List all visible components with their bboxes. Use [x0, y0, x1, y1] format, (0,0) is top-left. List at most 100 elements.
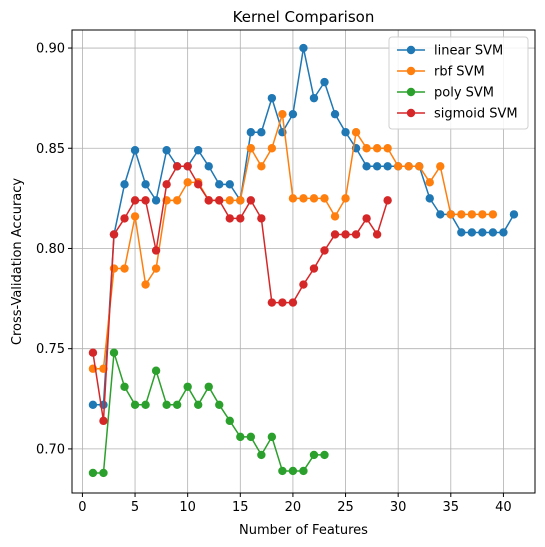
data-point-linear-svm [257, 128, 266, 137]
data-point-sigmoid-svm [120, 214, 129, 223]
data-point-poly-svm [204, 382, 213, 391]
axis-ticks: 0 5 10 15 20 25 30 35 40 0.70 0.75 0.80 0.85 0.90 [36, 42, 512, 515]
data-point-poly-svm [88, 468, 98, 478]
data-point-rbf-svm [362, 144, 371, 153]
series-rbf-svm [88, 109, 498, 373]
legend-label: linear SVM [434, 44, 503, 59]
legend-label: poly SVM [434, 86, 494, 101]
data-point-sigmoid-svm [278, 298, 287, 307]
data-point-linear-svm [151, 196, 161, 205]
data-point-linear-svm [288, 109, 298, 119]
data-point-poly-svm [162, 400, 171, 410]
legend-item-poly-svm: poly SVM [397, 86, 494, 101]
data-point-linear-svm [509, 210, 519, 219]
x-tick-label: 0 [78, 500, 86, 515]
x-axis-title: Number of Features [239, 523, 368, 538]
data-point-rbf-svm [267, 144, 277, 153]
series-layer [88, 43, 519, 478]
legend: linear SVM rbf SVM poly SVM sigmoid SVM [388, 36, 529, 130]
data-point-linear-svm [320, 77, 329, 87]
data-point-sigmoid-svm [330, 230, 340, 239]
x-tick-label: 35 [443, 500, 460, 515]
data-point-poly-svm [151, 366, 161, 375]
data-point-rbf-svm [288, 194, 298, 203]
data-point-sigmoid-svm [236, 214, 245, 223]
data-point-linear-svm [309, 93, 319, 103]
x-tick-label: 30 [390, 500, 407, 515]
y-tick-label: 0.90 [36, 42, 65, 57]
data-point-rbf-svm [457, 210, 466, 219]
data-point-rbf-svm [257, 162, 266, 171]
data-point-linear-svm [193, 146, 203, 155]
data-point-poly-svm [288, 466, 298, 476]
data-point-rbf-svm [478, 210, 487, 219]
data-point-poly-svm [257, 450, 266, 460]
y-tick-label: 0.70 [36, 442, 65, 457]
data-point-linear-svm [372, 162, 382, 171]
data-point-rbf-svm [141, 280, 150, 289]
data-point-rbf-svm [278, 109, 287, 119]
data-point-linear-svm [488, 228, 498, 237]
data-point-rbf-svm [488, 210, 498, 219]
data-point-poly-svm [215, 400, 224, 410]
legend-label: sigmoid SVM [434, 107, 518, 122]
legend-swatch-marker [406, 87, 416, 97]
data-point-linear-svm [425, 194, 434, 203]
data-point-rbf-svm [415, 162, 424, 171]
data-point-sigmoid-svm [246, 196, 256, 205]
y-tick-label: 0.75 [36, 342, 65, 357]
data-point-sigmoid-svm [299, 280, 308, 289]
data-point-linear-svm [204, 162, 213, 171]
legend-swatch-marker [406, 66, 416, 76]
data-point-rbf-svm [436, 162, 445, 171]
data-point-linear-svm [457, 228, 466, 237]
data-point-rbf-svm [151, 264, 161, 273]
data-point-rbf-svm [109, 264, 119, 273]
data-point-poly-svm [278, 466, 287, 476]
data-point-linear-svm [299, 43, 308, 53]
data-point-linear-svm [267, 93, 277, 103]
data-point-sigmoid-svm [341, 230, 350, 239]
data-point-rbf-svm [372, 144, 382, 153]
data-point-rbf-svm [351, 128, 361, 137]
data-point-sigmoid-svm [162, 180, 171, 189]
data-point-sigmoid-svm [88, 348, 98, 357]
data-point-sigmoid-svm [225, 214, 234, 223]
data-point-sigmoid-svm [383, 196, 392, 205]
legend-item-sigmoid-svm: sigmoid SVM [397, 107, 518, 122]
data-point-linear-svm [383, 162, 392, 171]
data-point-rbf-svm [467, 210, 477, 219]
data-point-sigmoid-svm [320, 246, 329, 255]
chart-title: Kernel Comparison [233, 8, 375, 26]
data-point-sigmoid-svm [215, 196, 224, 205]
data-point-rbf-svm [183, 178, 192, 187]
data-point-sigmoid-svm [151, 246, 161, 255]
data-point-linear-svm [478, 228, 487, 237]
y-tick-label: 0.85 [36, 142, 65, 157]
data-point-sigmoid-svm [288, 298, 298, 307]
data-point-sigmoid-svm [257, 214, 266, 223]
data-point-poly-svm [267, 432, 277, 442]
data-point-poly-svm [120, 382, 129, 391]
data-point-sigmoid-svm [130, 196, 140, 205]
data-point-rbf-svm [172, 196, 182, 205]
data-point-rbf-svm [320, 194, 329, 203]
legend-item-rbf-svm: rbf SVM [397, 65, 485, 80]
data-point-sigmoid-svm [351, 230, 361, 239]
data-point-linear-svm [215, 180, 224, 189]
data-point-rbf-svm [393, 162, 403, 171]
data-point-poly-svm [246, 432, 256, 442]
data-point-poly-svm [299, 466, 308, 476]
data-point-rbf-svm [383, 144, 392, 153]
data-point-rbf-svm [130, 212, 140, 221]
x-tick-label: 20 [285, 500, 302, 515]
series-poly-svm [88, 348, 329, 478]
data-point-rbf-svm [299, 194, 308, 203]
data-point-linear-svm [120, 180, 129, 189]
x-tick-label: 5 [131, 500, 139, 515]
y-axis-title: Cross-Validation Accuracy [10, 178, 25, 346]
data-point-sigmoid-svm [309, 264, 319, 273]
data-point-poly-svm [109, 348, 119, 357]
data-point-poly-svm [320, 450, 329, 460]
data-point-rbf-svm [225, 196, 234, 205]
